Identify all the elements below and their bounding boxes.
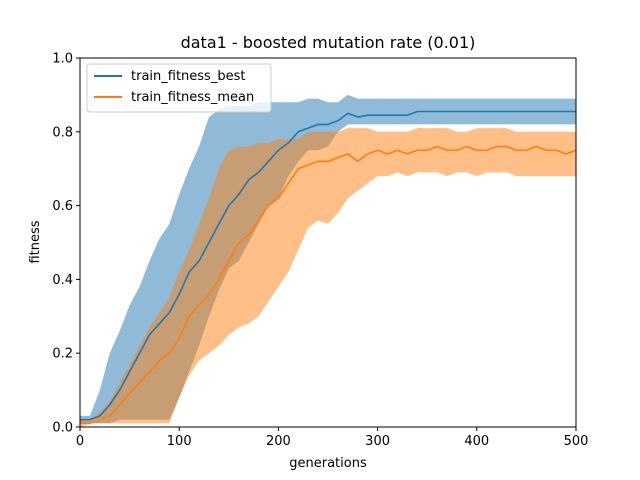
y-tick-label: 0.6 [52, 199, 73, 214]
x-tick-label: 400 [464, 434, 489, 449]
plot-frame [79, 57, 577, 428]
x-tick-label: 100 [167, 434, 192, 449]
x-tick-label: 500 [564, 434, 589, 449]
y-tick-label: 0.8 [52, 125, 73, 140]
x-tick-label: 200 [266, 434, 291, 449]
x-axis: 0 100 200 300 400 500 [76, 427, 589, 449]
y-axis: 0.0 0.2 0.4 0.6 0.8 1.0 [52, 52, 80, 436]
x-tick-label: 300 [365, 434, 390, 449]
y-tick-label: 0.0 [52, 421, 73, 436]
legend-label-train-fitness-mean: train_fitness_mean [131, 90, 254, 105]
chart-title: data1 - boosted mutation rate (0.01) [181, 33, 476, 52]
x-axis-label: generations [289, 456, 367, 471]
band-train-fitness-best [80, 94, 576, 424]
y-tick-label: 0.4 [52, 273, 73, 288]
y-axis-label: fitness [28, 220, 43, 263]
legend-box [86, 63, 272, 113]
series-layer [80, 94, 577, 428]
legend: train_fitness_best train_fitness_mean [86, 63, 272, 113]
line-train-fitness-best [80, 110, 576, 421]
band-train-fitness-mean [80, 128, 576, 428]
y-tick-label: 1.0 [52, 52, 73, 67]
y-tick-label: 0.2 [52, 347, 73, 362]
line-train-fitness-mean [80, 145, 577, 425]
legend-label-train-fitness-best: train_fitness_best [131, 69, 245, 84]
x-tick-label: 0 [76, 434, 84, 449]
